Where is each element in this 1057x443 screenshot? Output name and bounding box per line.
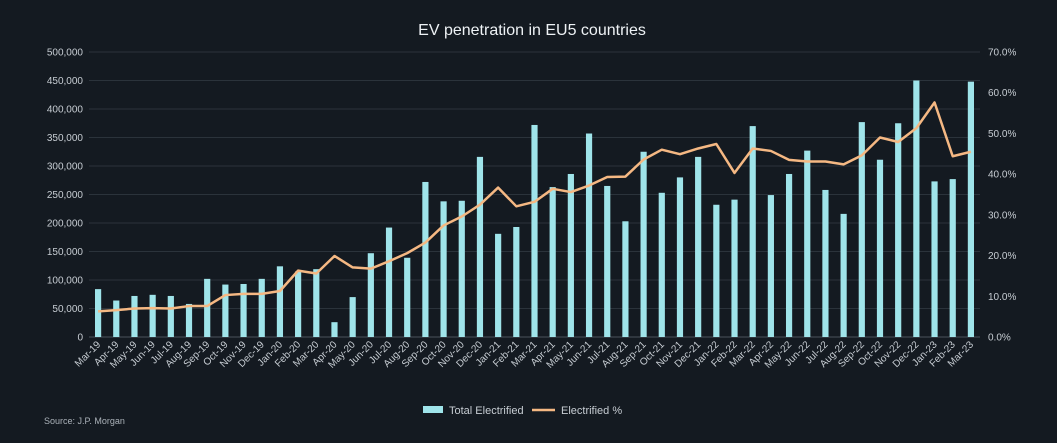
right-tick-label: 70.0% (988, 48, 1016, 59)
bar (204, 278, 211, 337)
bar (422, 181, 429, 337)
bar (240, 283, 247, 337)
bar (349, 297, 356, 337)
bar (131, 295, 138, 337)
bar (622, 221, 629, 337)
left-tick-label: 50,000 (52, 304, 83, 315)
left-tick-label: 300,000 (47, 162, 84, 173)
left-tick-label: 250,000 (47, 190, 84, 201)
right-tick-label: 60.0% (988, 88, 1016, 99)
legend-label-total-electrified: Total Electrified (449, 405, 524, 417)
legend: Total Electrified Electrified % (423, 405, 622, 417)
bar (785, 173, 793, 337)
bar (295, 271, 302, 337)
bar (749, 126, 756, 337)
x-axis-ticks: Mar-19Apr-19May-19Jun-19Jul-19Aug-19Sep-… (73, 339, 976, 371)
line-electrified-pct (98, 101, 972, 313)
bar (95, 289, 102, 337)
legend-label-electrified-pct: Electrified % (561, 405, 622, 417)
bar (149, 294, 156, 337)
right-tick-label: 40.0% (988, 170, 1016, 181)
bar (495, 233, 502, 337)
left-tick-label: 150,000 (47, 247, 84, 258)
bar (385, 227, 393, 337)
bar (858, 122, 865, 337)
right-tick-label: 50.0% (988, 129, 1016, 140)
bar (567, 173, 574, 337)
right-tick-label: 0.0% (988, 333, 1011, 344)
bar (949, 179, 956, 337)
bar (840, 213, 847, 337)
bar (767, 195, 774, 337)
bar (222, 284, 229, 337)
bar (476, 156, 484, 337)
bars-total-electrified (95, 80, 974, 338)
left-tick-label: 0 (77, 333, 83, 344)
left-tick-label: 450,000 (47, 76, 84, 87)
bar (404, 257, 411, 337)
bar (258, 278, 265, 337)
right-tick-label: 10.0% (988, 292, 1016, 303)
bar (440, 201, 447, 337)
left-tick-label: 100,000 (47, 276, 84, 287)
bar (604, 185, 611, 337)
bar (967, 81, 974, 337)
bar (804, 150, 811, 337)
left-axis-ticks: 0 50,000 100,000 150,000 200,000 250,000 300,0… (47, 48, 84, 344)
bar (113, 300, 120, 337)
chart-title: EV penetration in EU5 countries (418, 22, 646, 39)
bar (913, 80, 920, 337)
right-axis-ticks: 0.0% 10.0% 20.0% 30.0% 40.0% 50.0% 60.0% 70.0% (988, 48, 1016, 344)
bar (458, 200, 465, 337)
source-note: Source: J.P. Morgan (44, 416, 125, 426)
bar (676, 177, 684, 337)
bar (585, 133, 593, 337)
bar (513, 226, 520, 337)
bar (895, 123, 902, 337)
bar (876, 159, 884, 337)
bar (276, 266, 284, 337)
legend-swatch-total-electrified (423, 406, 443, 413)
bar (931, 181, 938, 337)
bar (731, 199, 738, 337)
left-tick-label: 400,000 (47, 105, 84, 116)
bar (167, 295, 174, 337)
bar (331, 322, 338, 337)
right-tick-label: 30.0% (988, 210, 1016, 221)
left-tick-label: 350,000 (47, 133, 84, 144)
right-tick-label: 20.0% (988, 251, 1016, 262)
bar (549, 187, 556, 337)
bar (822, 189, 829, 337)
left-tick-label: 200,000 (47, 219, 84, 230)
bar (713, 204, 720, 337)
bar (658, 192, 665, 337)
bar (367, 253, 374, 337)
bar (185, 303, 193, 337)
bar (695, 156, 702, 337)
bar (531, 124, 538, 338)
bar (640, 151, 647, 337)
bar (313, 269, 320, 337)
electrified-pct-line (98, 101, 972, 313)
left-tick-label: 500,000 (47, 48, 84, 59)
